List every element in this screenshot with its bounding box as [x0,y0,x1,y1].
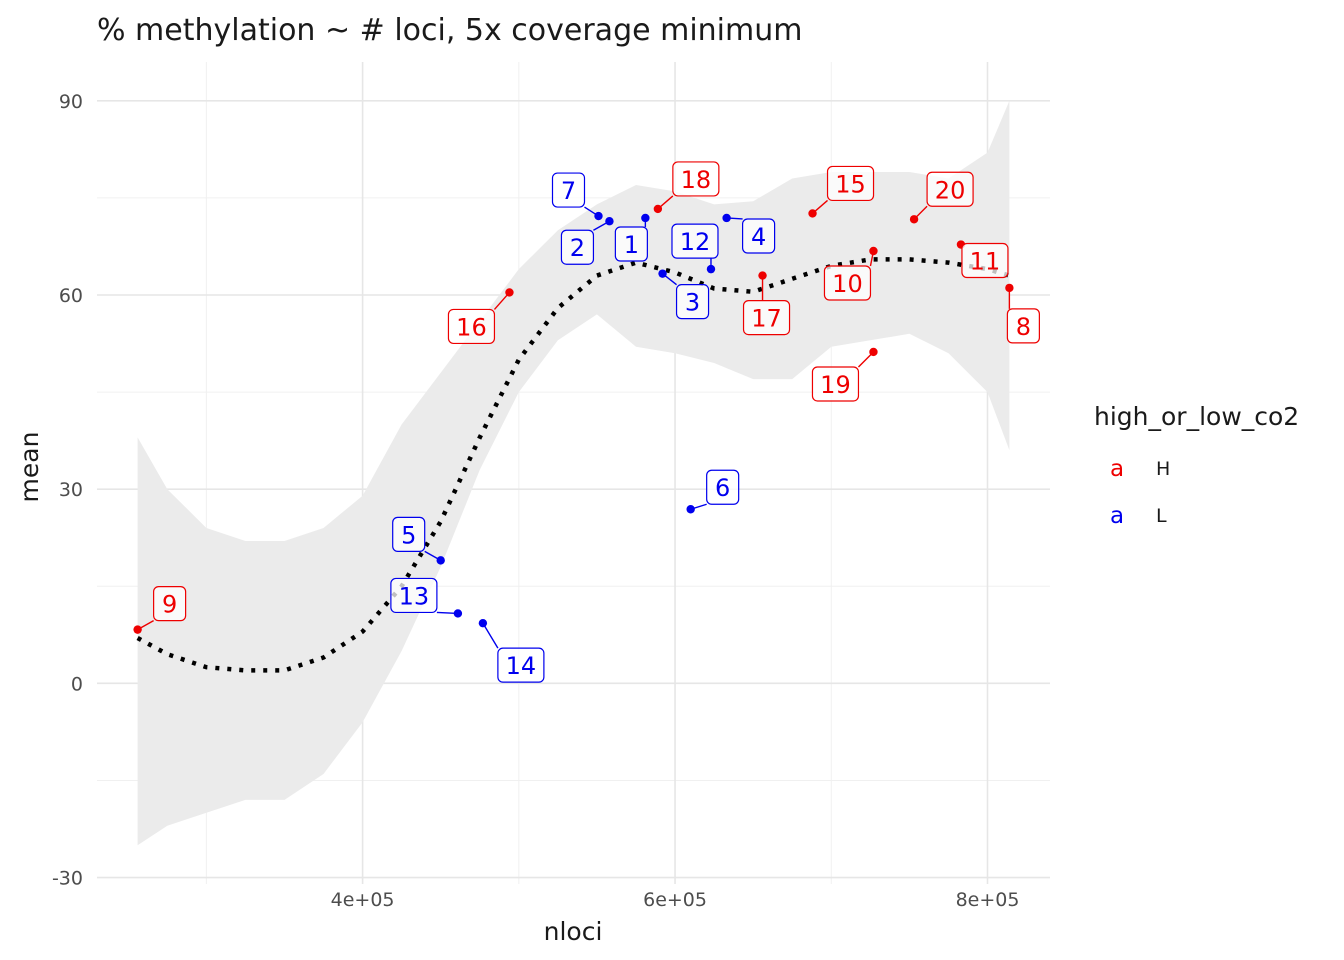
y-axis-title: mean [15,432,44,503]
point-label: 10 [832,270,863,298]
point-label: 7 [561,177,576,205]
legend-title: high_or_low_co2 [1094,402,1299,431]
legend-label: H [1156,458,1170,480]
point-label: 8 [1016,313,1031,341]
label-connector [436,611,458,615]
smooth-fit-line [136,257,1011,673]
label-connector [593,220,610,231]
legend-label: L [1156,505,1167,527]
point-label: 5 [401,521,416,549]
chart-title: % methylation ~ # loci, 5x coverage mini… [97,13,802,48]
point-label-box [1006,308,1040,344]
point-label: 9 [162,591,177,619]
y-tick-label: 0 [71,673,83,695]
point-label: 16 [456,313,487,341]
ribbon-area [137,100,1010,846]
point-label-box [390,577,438,614]
point-label-box [811,366,860,402]
label-connector [913,205,928,220]
point-label-box [153,586,187,622]
y-tick-label: -30 [52,868,83,890]
label-connector [424,550,442,561]
label-connector [584,206,599,217]
smooth-line [136,257,1011,673]
point-label: 19 [820,371,851,399]
point-label: 14 [506,652,537,680]
label-connector [137,620,154,631]
label-connector [482,622,499,649]
point-label-box [447,308,496,345]
x-tick-label: 6e+05 [643,889,707,911]
point-label-box [675,284,710,320]
label-connector [657,195,674,210]
legend-entries: a Ha L [1110,456,1170,529]
point-label: 4 [751,223,766,251]
point-label: 6 [715,474,730,502]
label-connector [690,503,707,510]
point-label-box [823,265,872,301]
label-connector [493,291,510,310]
point-label: 15 [835,170,866,198]
legend: high_or_low_co2 a Ha L [1094,402,1299,529]
point-label: 20 [935,176,966,204]
y-tick-label: 60 [59,285,83,307]
point-label: 2 [570,234,585,262]
data-point [758,271,767,280]
point-label-box [961,242,1009,279]
point-label-box [392,516,426,552]
point-label: 11 [970,248,1001,276]
point-label: 12 [680,228,711,256]
x-tick-label: 4e+05 [331,889,395,911]
y-tick-label: 90 [59,91,83,113]
label-connector [812,199,828,214]
label-connector [857,351,874,368]
y-tick-label: 30 [59,479,83,501]
point-label-box [560,229,595,265]
legend-key: a [1110,503,1124,529]
point-label-box [551,172,586,208]
point-label-box [742,299,791,336]
label-connector [662,273,677,286]
point-label: 1 [624,231,639,259]
x-axis-title: nloci [544,917,603,946]
label-connector [869,250,875,267]
axis-ticks: 4e+05 6e+05 8e+05 -30 0 30 60 90 [52,91,1019,911]
point-label-box [926,171,974,207]
point-label-box [497,647,545,683]
point-label-box [706,469,740,505]
point-label: 17 [751,305,782,333]
point-label-box [672,161,720,197]
data-point [478,618,488,628]
point-label: 3 [685,289,700,317]
label-connector [726,217,743,220]
point-label-box [614,226,648,262]
point-label-box [826,165,875,202]
point-label: 13 [399,582,430,610]
point-label: 18 [681,166,712,194]
legend-key: a [1110,456,1124,482]
point-label-box [742,218,776,254]
confidence-ribbon [137,100,1010,846]
x-tick-label: 8e+05 [956,889,1020,911]
point-label-box [671,223,719,259]
